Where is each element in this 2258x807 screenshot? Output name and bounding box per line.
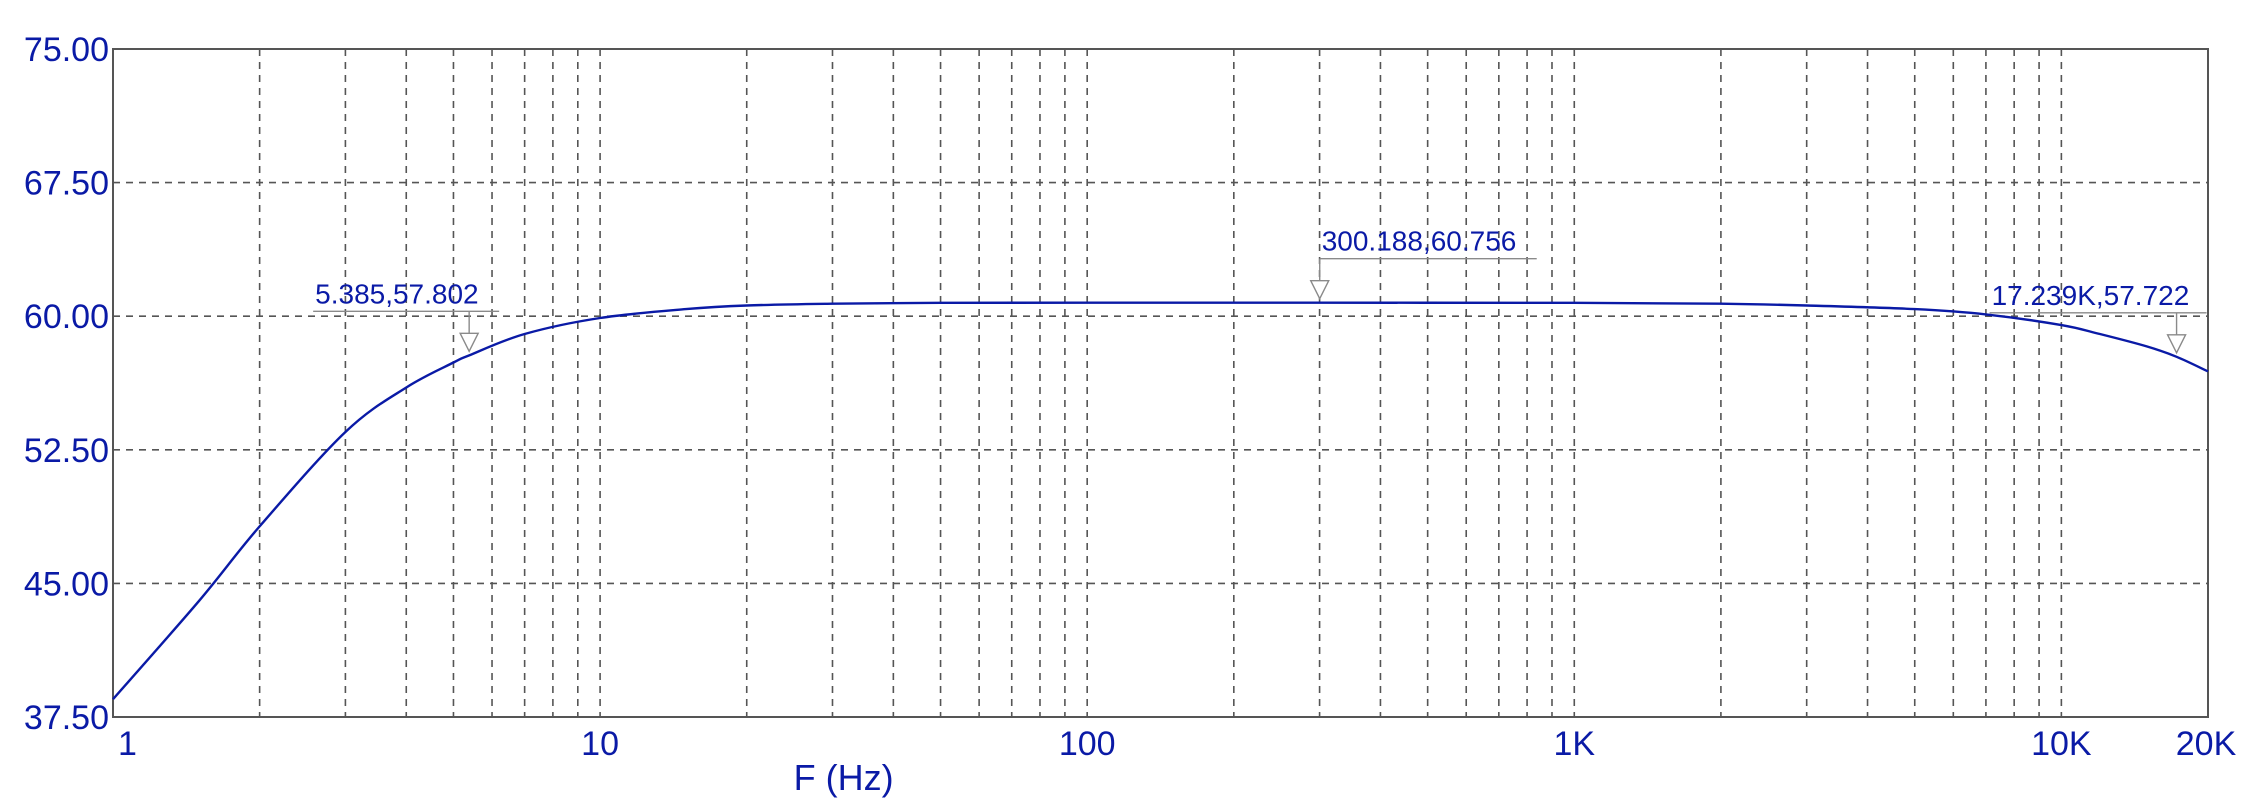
x-tick-label: 10 xyxy=(581,725,619,763)
x-tick-label: 20K xyxy=(2176,725,2237,763)
marker-label: 5.385,57.802 xyxy=(315,278,479,309)
y-axis-ticks: 37.50 45.00 52.50 60.00 67.50 75.00 xyxy=(24,31,109,737)
x-tick-label: 10K xyxy=(2031,725,2092,763)
marker-label: 300.188,60.756 xyxy=(1322,226,1517,257)
marker-label: 17.239K,57.722 xyxy=(1992,280,2190,311)
marker-arrow-icon xyxy=(1309,280,1330,301)
x-tick-label: 1 xyxy=(118,725,137,763)
x-axis-ticks: 1 10 100 1K 10K 20K xyxy=(118,725,2237,763)
annotation-layer: 5.385,57.802 300.188,60.756 17.239K,57.722 xyxy=(313,226,2207,355)
marker-arrow-icon xyxy=(459,332,480,353)
x-tick-label: 1K xyxy=(1553,725,1595,763)
y-tick-label: 37.50 xyxy=(24,699,109,737)
x-tick-label: 100 xyxy=(1059,725,1116,763)
x-axis-title: F (Hz) xyxy=(794,757,894,798)
y-tick-label: 67.50 xyxy=(24,165,109,203)
y-tick-label: 75.00 xyxy=(24,31,109,69)
marker-arrow-icon xyxy=(2166,334,2187,355)
series-line xyxy=(112,301,2209,700)
grid xyxy=(113,49,2208,717)
series-layer xyxy=(112,301,2209,700)
y-tick-label: 45.00 xyxy=(24,565,109,603)
y-tick-label: 60.00 xyxy=(24,298,109,336)
plot-frame xyxy=(112,48,2209,718)
y-tick-label: 52.50 xyxy=(24,432,109,470)
